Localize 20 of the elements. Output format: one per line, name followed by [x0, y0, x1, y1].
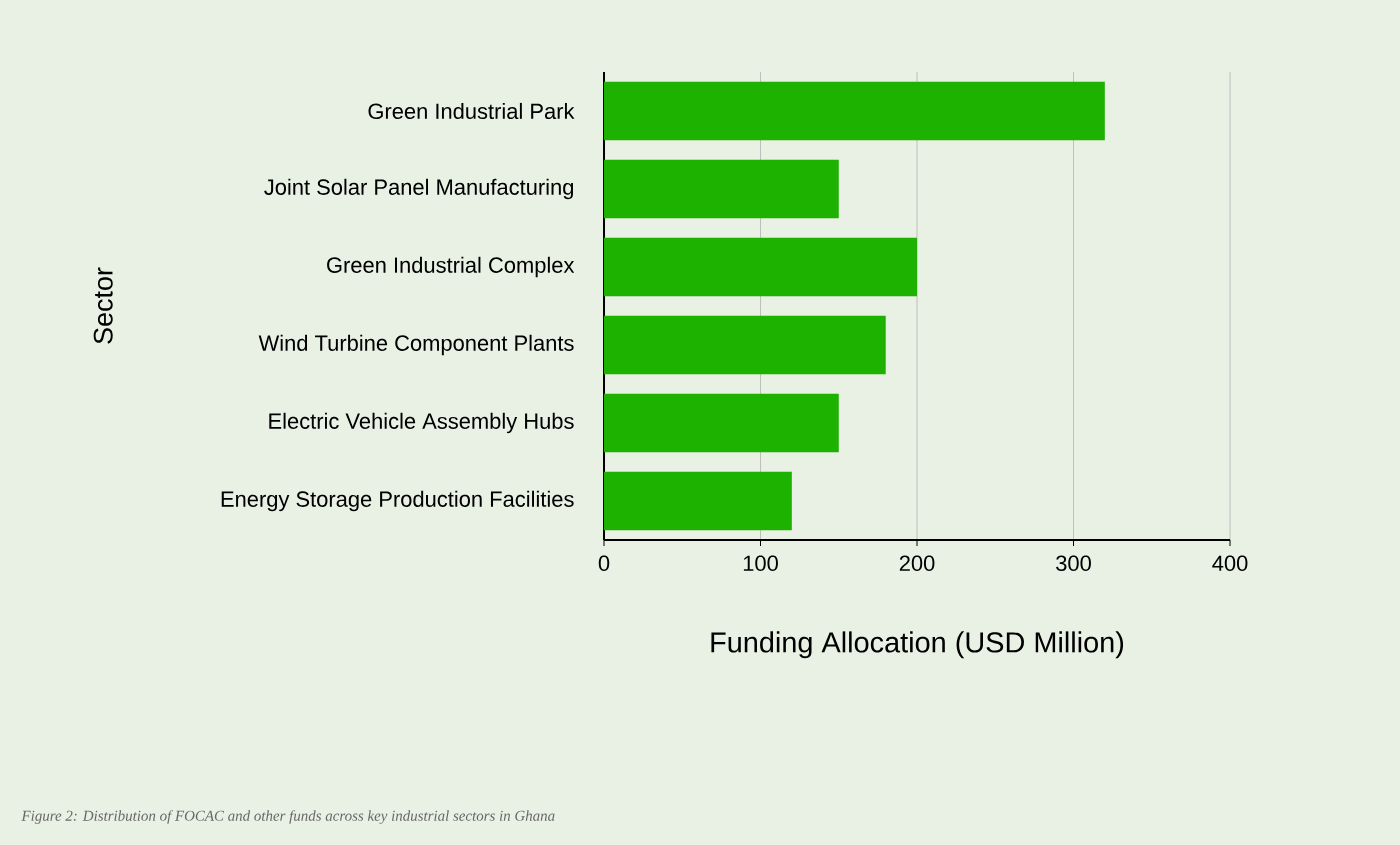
x-axis-title: Funding Allocation (USD Million)	[711, 631, 1124, 659]
bar	[604, 81, 1105, 141]
x-tick-label: 400	[1212, 555, 1248, 572]
y-tick-label: Green Industrial Park	[368, 102, 575, 120]
y-tick-label: Electric Vehicle Assembly Hubs	[269, 412, 574, 434]
y-tick-label: Wind Turbine Component Plants	[258, 334, 574, 356]
bar	[604, 315, 886, 375]
bar	[604, 393, 839, 453]
x-tick-label: 300	[1056, 555, 1091, 572]
y-tick-label: Energy Storage Production Facilities	[221, 490, 574, 512]
y-axis-title: Sector	[93, 267, 113, 344]
bar	[604, 159, 839, 219]
x-tick-label: 200	[899, 555, 935, 572]
x-tick-label: 100	[743, 555, 778, 572]
x-tick-label: 0	[598, 555, 610, 572]
y-tick-label: Green Industrial Complex	[327, 256, 575, 278]
bar	[604, 237, 918, 297]
caption: Figure 2: Distribution of FOCAC and other funds across key industrial sectors in Ghana	[21, 810, 555, 824]
y-tick-label: Joint Solar Panel Manufacturing	[264, 178, 574, 200]
bar	[604, 471, 792, 531]
